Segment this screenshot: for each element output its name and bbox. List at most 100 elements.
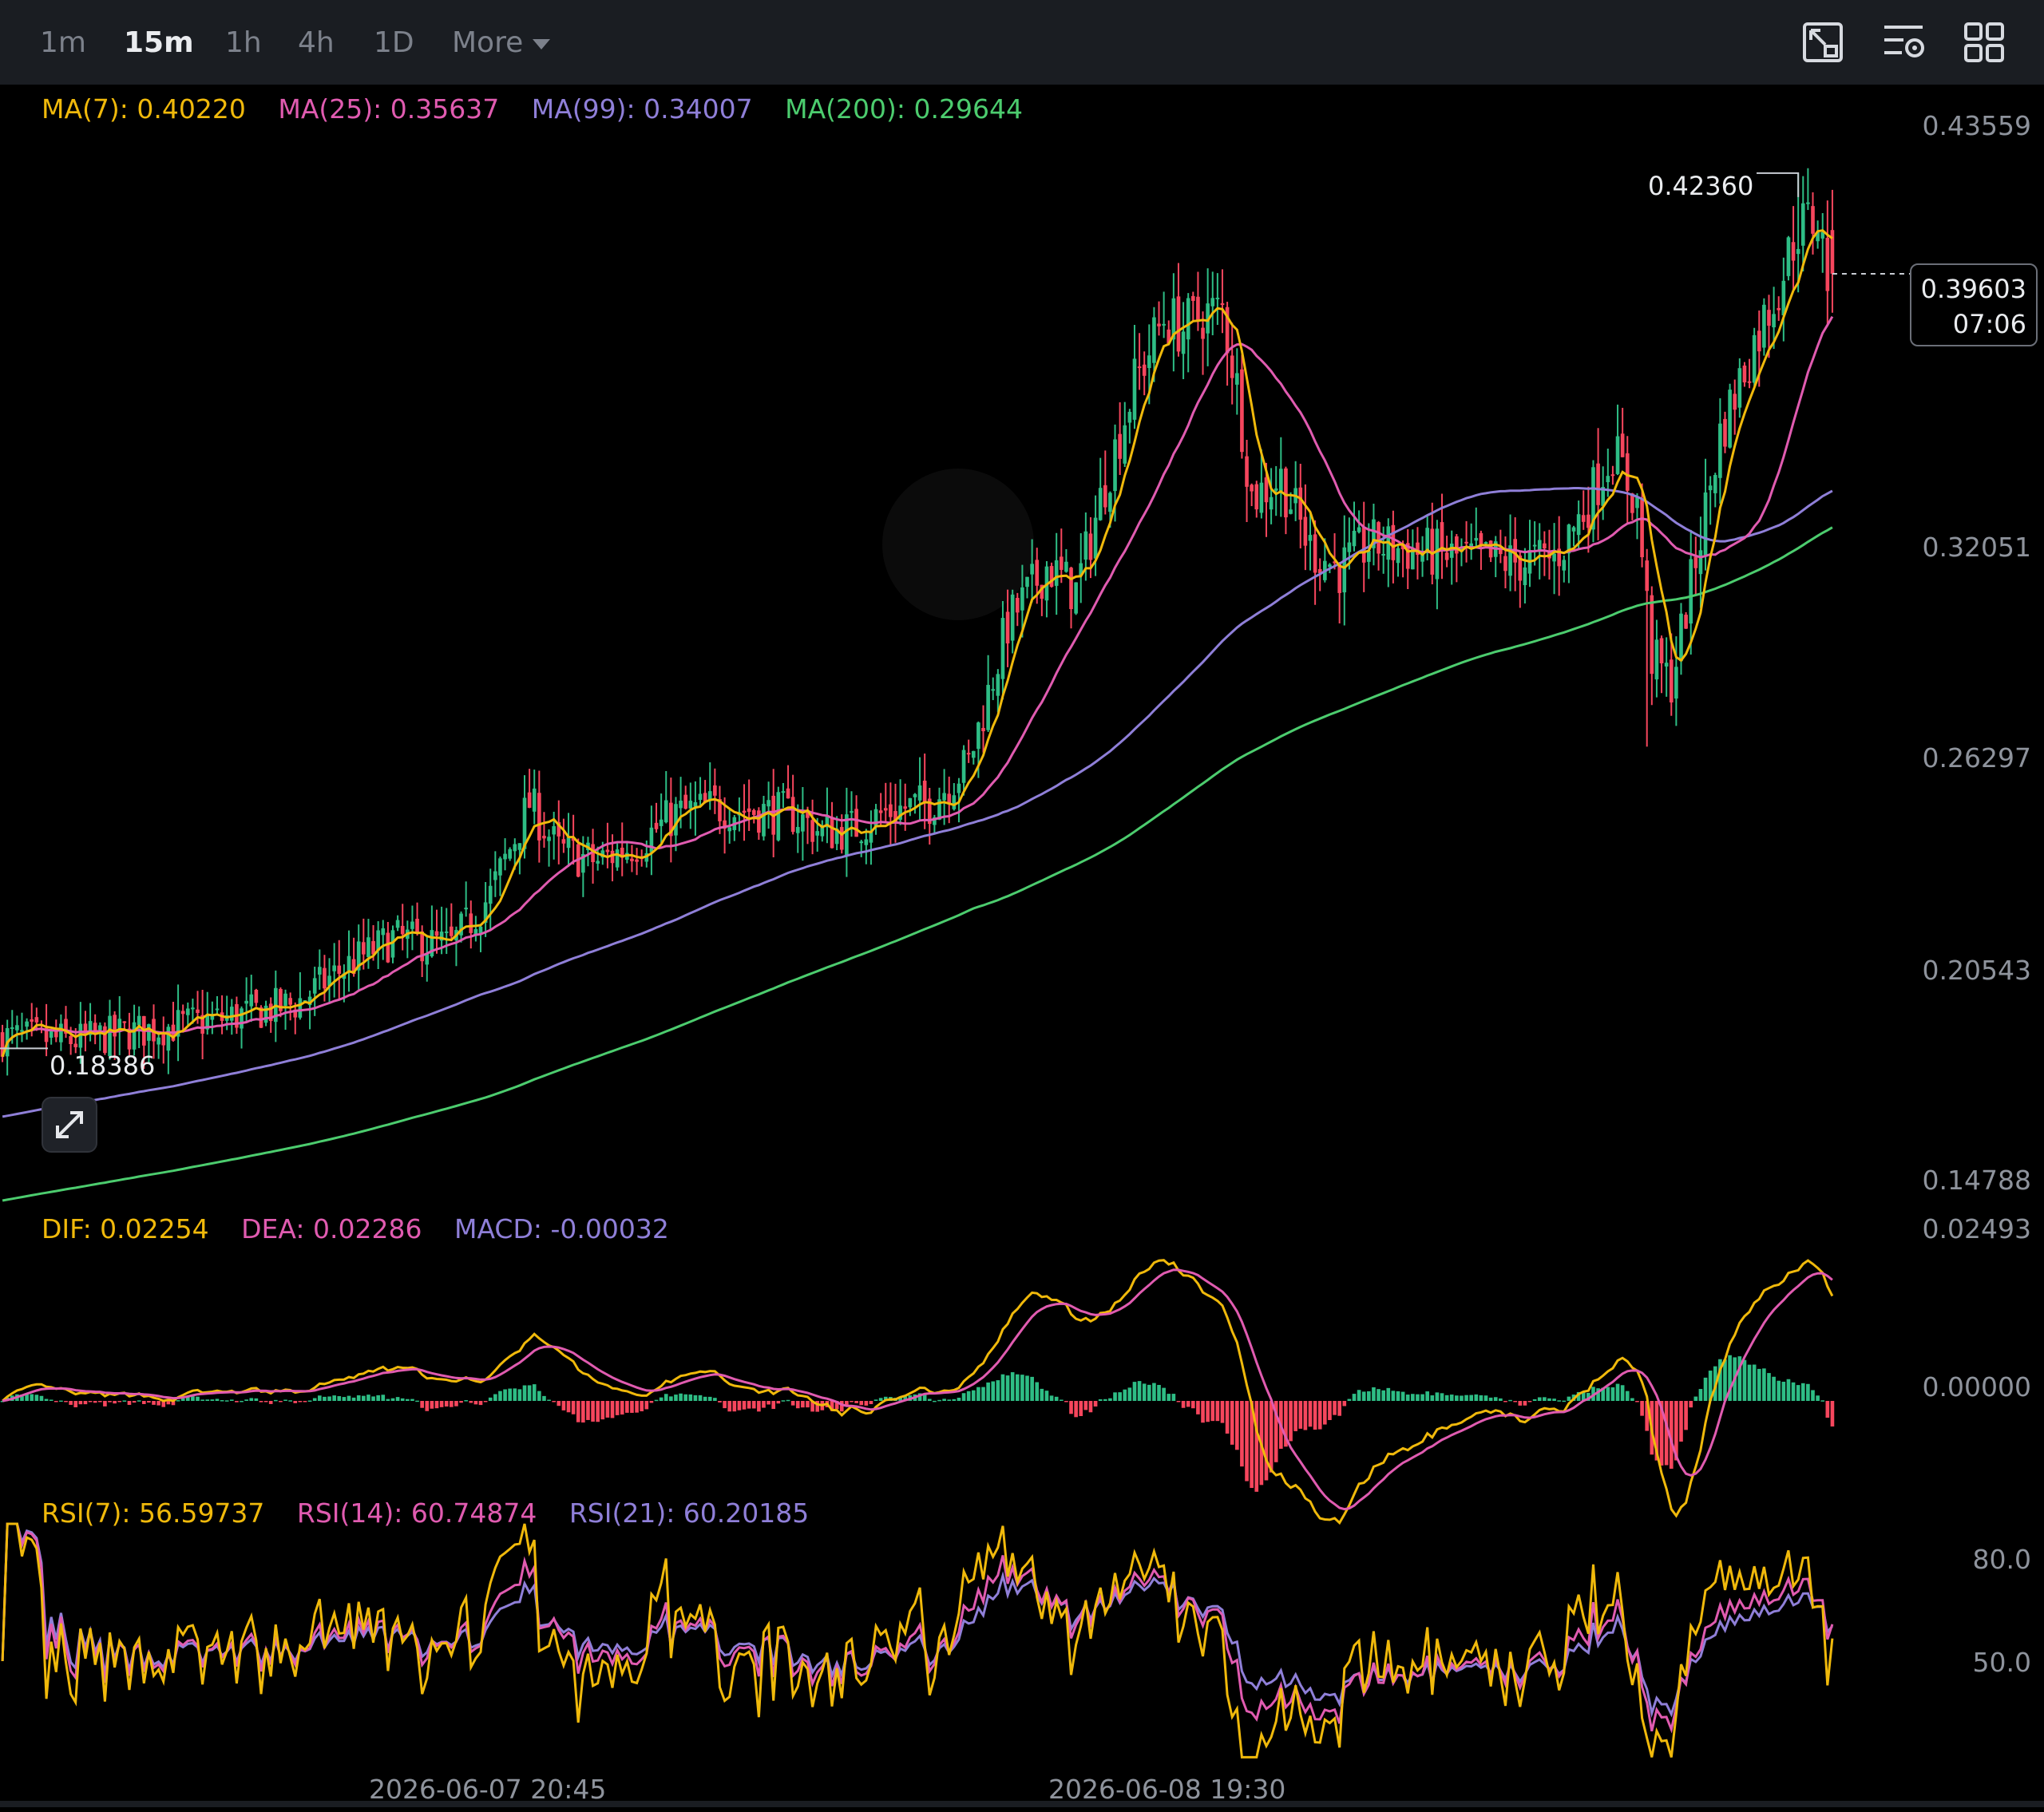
macd-histogram-bar [961, 1393, 966, 1401]
candle-body [825, 816, 830, 828]
candle-body [1455, 536, 1459, 554]
candle-body [347, 955, 351, 971]
chart-settings-icon[interactable] [1800, 19, 1846, 65]
candle-body [64, 1019, 68, 1034]
macd-value-legend: MACD: -0.00032 [454, 1213, 669, 1244]
candle-body [1669, 659, 1674, 702]
candle-body [659, 819, 664, 826]
candle-body [679, 801, 683, 809]
price-axis-label: 0.43559 [1922, 110, 2031, 141]
macd-histogram-bar [1532, 1399, 1537, 1401]
macd-histogram-bar [1576, 1391, 1581, 1401]
rsi21-legend: RSI(21): 60.20185 [568, 1497, 810, 1529]
candle-body [0, 1032, 5, 1057]
macd-histogram-bar [420, 1401, 424, 1408]
candle-body [649, 827, 654, 853]
timeframe-1D[interactable]: 1D [374, 26, 414, 59]
candle-body [620, 847, 624, 858]
candle-body [1757, 330, 1761, 352]
macd-histogram-bar [351, 1397, 356, 1401]
candle-body [83, 1023, 88, 1035]
candle-body [78, 1023, 83, 1048]
macd-histogram-bar [1240, 1401, 1244, 1467]
macd-histogram-bar [605, 1401, 610, 1418]
macd-histogram-bar [635, 1401, 639, 1413]
candle-body [1488, 540, 1493, 558]
macd-histogram-bar [1333, 1401, 1337, 1415]
timeframe-1m[interactable]: 1m [40, 26, 86, 59]
candle-body [210, 1014, 215, 1020]
candle-body [1645, 560, 1650, 591]
timeframe-4h[interactable]: 4h [298, 26, 335, 59]
macd-histogram-bar [425, 1401, 430, 1411]
macd-histogram-bar [795, 1401, 800, 1409]
macd-histogram-bar [566, 1401, 571, 1413]
macd-histogram-bar [688, 1394, 693, 1401]
candle-body [1190, 295, 1195, 301]
macd-histogram-bar [1367, 1391, 1371, 1401]
timeframe-1h[interactable]: 1h [225, 26, 262, 59]
candle-body [127, 1028, 132, 1050]
expand-chart-button[interactable] [42, 1097, 97, 1153]
candle-body [1059, 556, 1064, 570]
candle-body [937, 799, 941, 820]
candle-body [439, 932, 444, 941]
timeframe-15m[interactable]: 15m [124, 26, 194, 59]
macd-histogram-bar [83, 1401, 88, 1405]
macd-histogram-bar [483, 1401, 488, 1403]
candle-body [1767, 310, 1771, 326]
macd-histogram-bar [1079, 1401, 1083, 1416]
candle-body [279, 988, 283, 1011]
macd-histogram-bar [1206, 1401, 1210, 1422]
macd-histogram-bar [88, 1401, 93, 1403]
candle-body [707, 791, 712, 801]
candle-body [942, 793, 946, 801]
macd-histogram-bar [1425, 1391, 1429, 1401]
macd-histogram-bar [381, 1395, 386, 1401]
candle-body [806, 811, 810, 818]
candle-body [1372, 519, 1376, 548]
candle-body [1010, 594, 1015, 641]
candle-body [1206, 303, 1210, 334]
macd-histogram-bar [166, 1401, 171, 1405]
candle-body [703, 793, 707, 803]
candle-body [1449, 543, 1454, 558]
macd-histogram-bar [674, 1395, 678, 1401]
macd-histogram-bar [1781, 1381, 1786, 1401]
candle-body [1396, 548, 1400, 564]
candle-body [508, 849, 512, 859]
macd-histogram-bar [1210, 1401, 1215, 1422]
macd-histogram-bar [727, 1401, 732, 1412]
candle-body [1000, 618, 1005, 679]
candle-body [1416, 542, 1420, 556]
macd-histogram-bar [630, 1401, 634, 1413]
macd-histogram-bar [117, 1401, 122, 1403]
candle-body [53, 1030, 58, 1038]
candlestick-chart[interactable] [0, 85, 2044, 1812]
macd-histogram-bar [1064, 1401, 1068, 1403]
high-marker-line [1757, 172, 1800, 197]
more-timeframes-dropdown[interactable]: More [452, 18, 551, 69]
macd-histogram-bar [1723, 1359, 1727, 1401]
layout-grid-icon[interactable] [1961, 19, 2007, 65]
ma200-line [2, 526, 1833, 1202]
rsi-axis-label: 80.0 [1972, 1544, 2031, 1575]
macd-histogram-bar [732, 1401, 737, 1412]
candle-body [961, 750, 966, 783]
current-price-tag[interactable]: 0.39603 07:06 [1910, 263, 2038, 346]
candle-body [147, 1024, 151, 1041]
macd-histogram-bar [459, 1401, 463, 1403]
indicator-settings-icon[interactable] [1881, 19, 1927, 65]
macd-histogram-bar [683, 1394, 688, 1401]
macd-histogram-bar [1137, 1381, 1142, 1401]
macd-histogram-bar [864, 1401, 869, 1406]
macd-histogram-bar [552, 1401, 557, 1403]
macd-histogram-bar [1625, 1391, 1630, 1401]
candle-body [1142, 364, 1147, 376]
candle-body [205, 1015, 210, 1030]
rsi-legend: RSI(7): 56.59737 RSI(14): 60.74874 RSI(2… [42, 1497, 833, 1529]
macd-histogram-bar [1606, 1387, 1610, 1401]
macd-histogram-bar [1284, 1401, 1288, 1447]
macd-histogram-bar [1186, 1401, 1190, 1407]
candle-body [986, 685, 990, 730]
